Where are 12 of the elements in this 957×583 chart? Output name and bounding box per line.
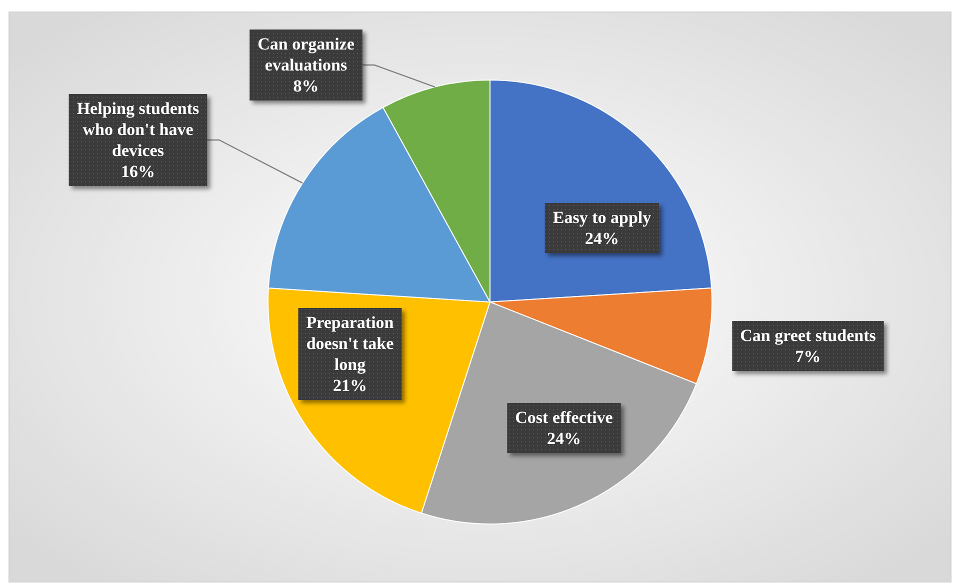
data-label: 8%: [293, 76, 319, 96]
data-label: 7%: [795, 347, 821, 366]
slice-label: Helping students who don't have devices: [76, 99, 200, 160]
data-label: 16%: [121, 162, 155, 181]
data-label: 21%: [333, 376, 367, 395]
slice-label: Can greet students: [740, 326, 876, 345]
data-label: 24%: [585, 229, 619, 248]
slice-label: Can organize evaluations: [258, 34, 355, 74]
slice-label: Cost effective: [515, 408, 614, 427]
slice-label: Preparation doesn't take long: [306, 313, 394, 374]
data-label: 24%: [547, 429, 581, 448]
slice-label: Easy to apply: [552, 208, 652, 227]
